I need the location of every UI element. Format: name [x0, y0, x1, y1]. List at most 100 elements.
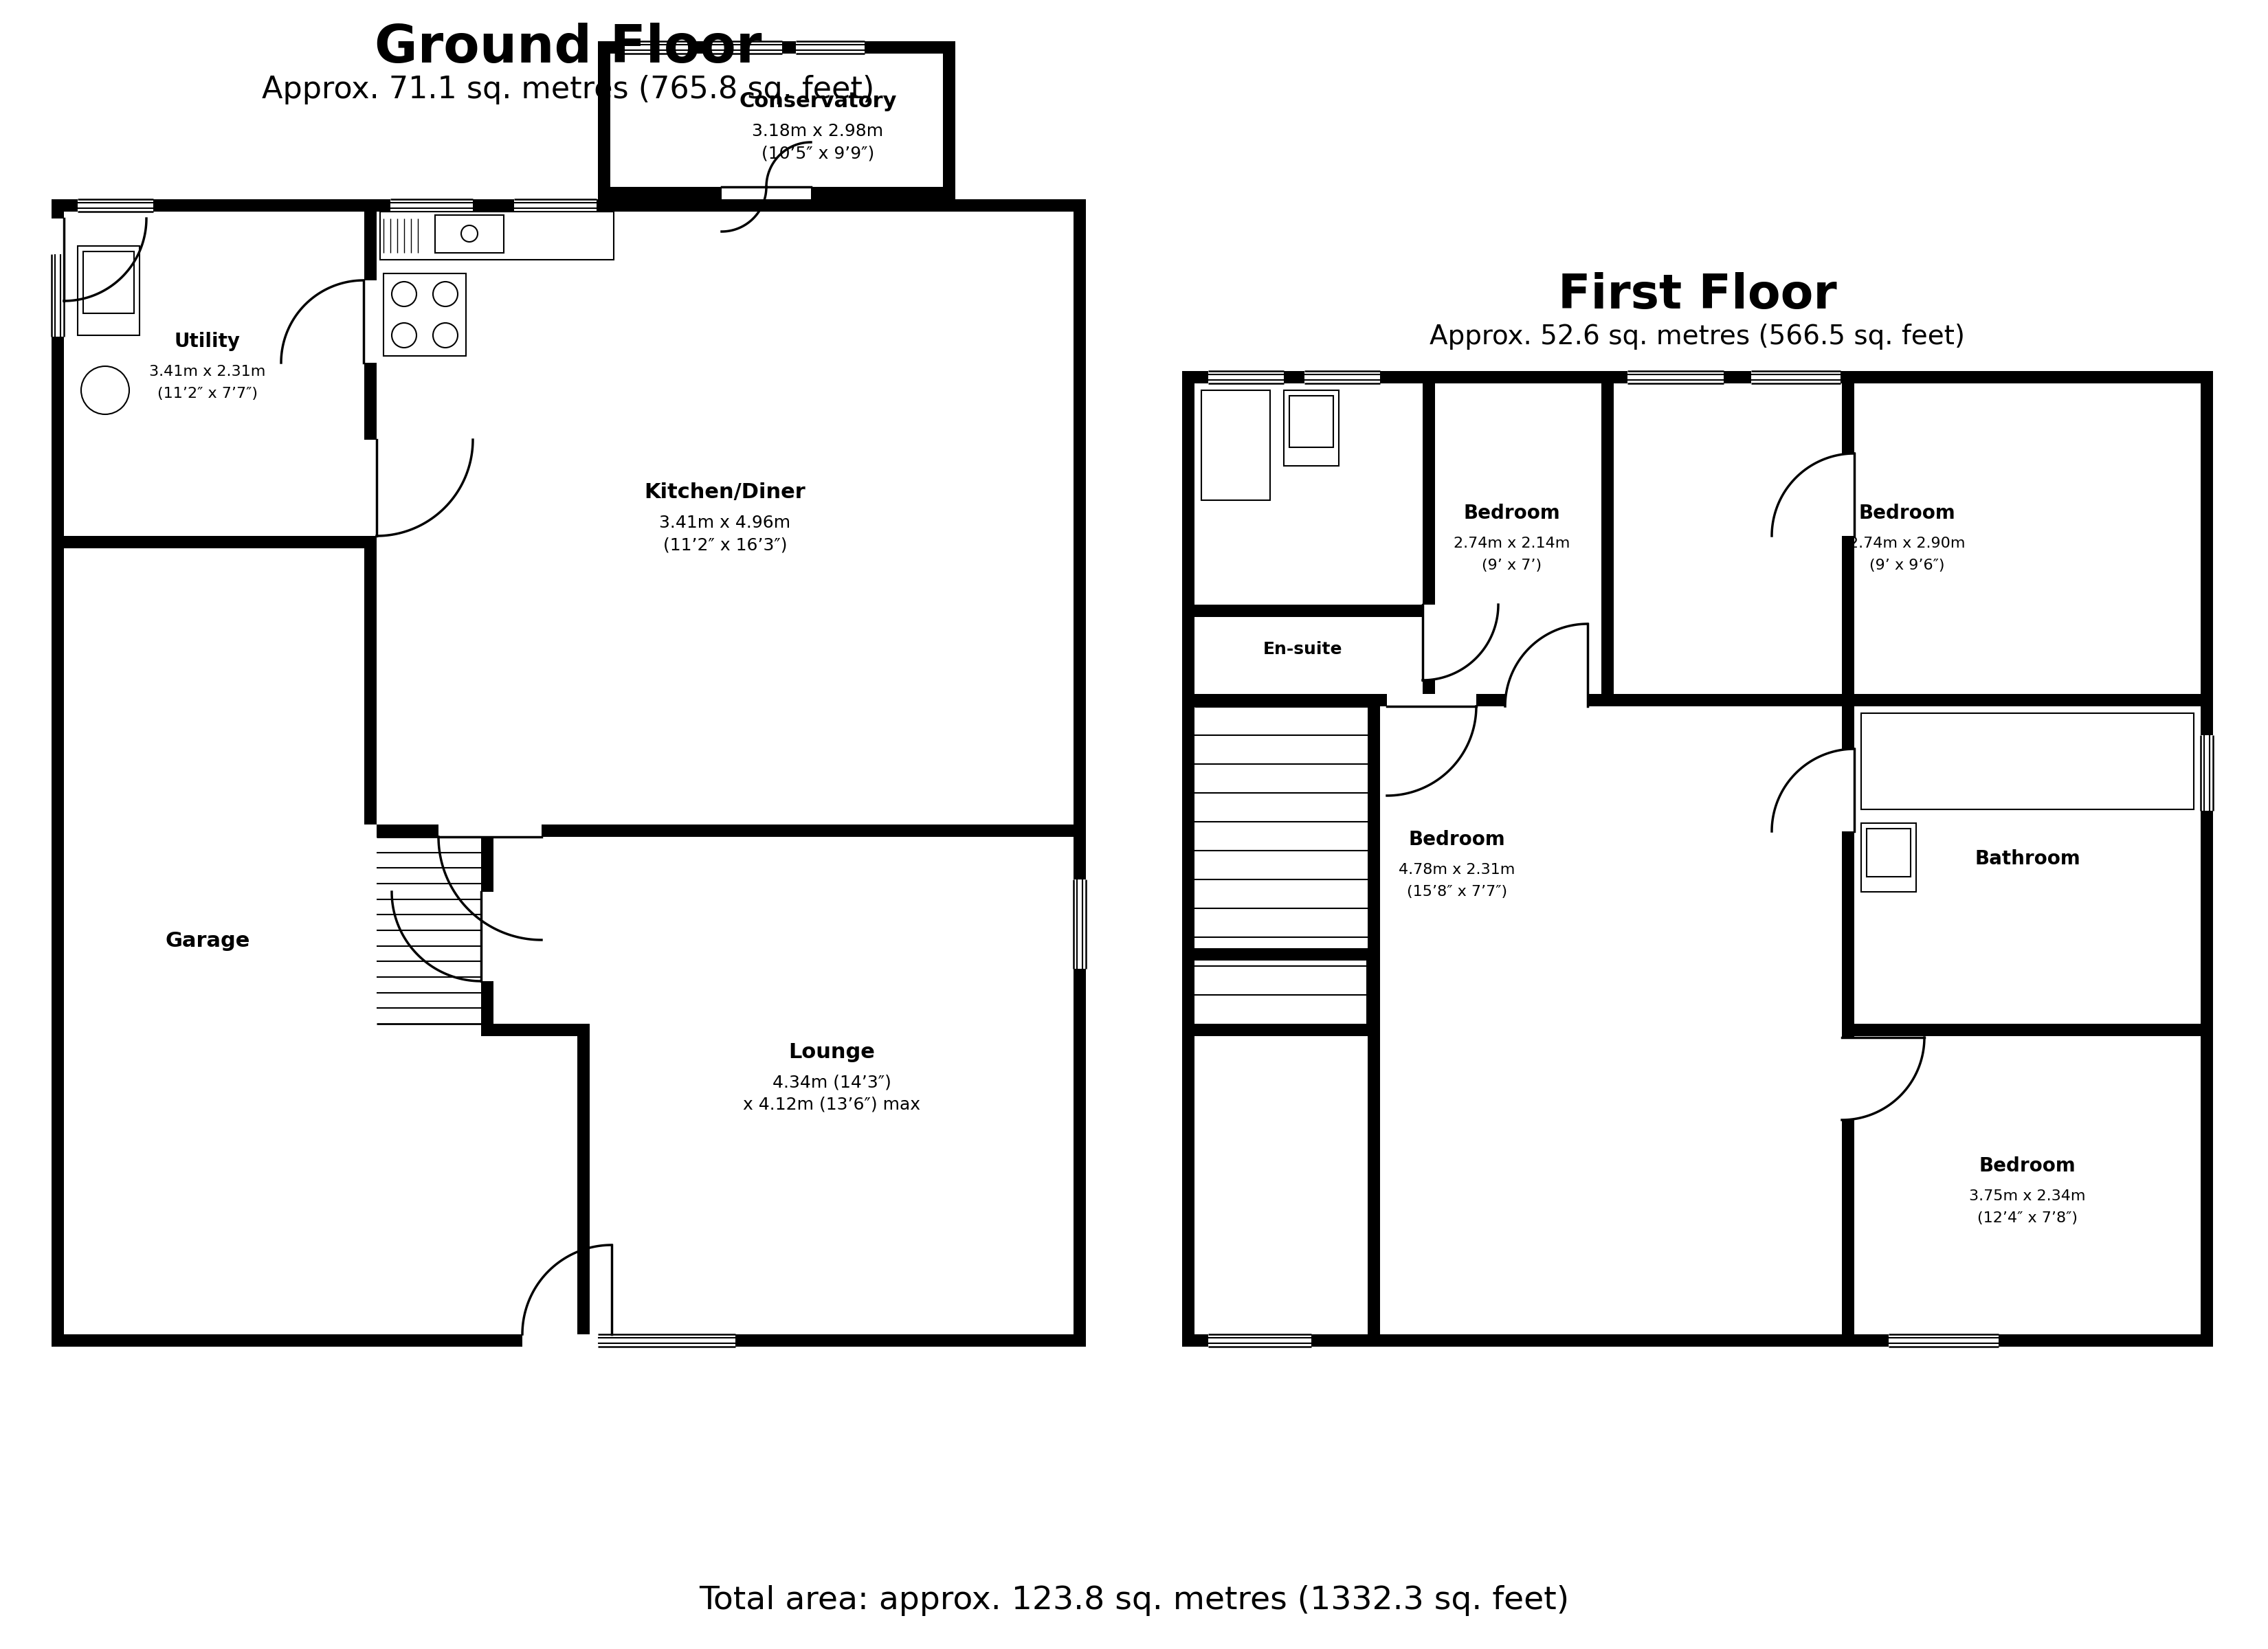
Bar — [1506, 694, 1588, 706]
Text: (10’5″ x 9’9″): (10’5″ x 9’9″) — [762, 145, 873, 162]
Bar — [1209, 1334, 1311, 1347]
Bar — [542, 824, 1073, 836]
Bar — [1182, 371, 2214, 1347]
Text: 4.34m (14’3″): 4.34m (14’3″) — [771, 1075, 891, 1092]
Text: 2.74m x 2.14m: 2.74m x 2.14m — [1454, 536, 1569, 551]
Text: Bedroom: Bedroom — [1860, 503, 1955, 523]
Bar — [1842, 453, 1855, 536]
Bar — [383, 274, 465, 356]
Text: (9’ x 9’6″): (9’ x 9’6″) — [1869, 559, 1946, 572]
Bar — [381, 211, 615, 259]
Bar — [2200, 371, 2214, 1347]
Bar — [1388, 694, 1476, 706]
Bar — [1862, 823, 1916, 892]
Bar — [522, 1334, 612, 1347]
Text: (12’4″ x 7’8″): (12’4″ x 7’8″) — [1978, 1212, 2077, 1225]
Bar — [1073, 879, 1086, 968]
Bar — [617, 41, 692, 53]
Text: 3.41m x 2.31m: 3.41m x 2.31m — [150, 364, 265, 379]
Bar — [84, 251, 134, 313]
Bar — [1855, 1024, 2200, 1036]
Text: 2.74m x 2.90m: 2.74m x 2.90m — [1848, 536, 1966, 551]
Bar — [52, 536, 376, 547]
Bar — [363, 280, 376, 363]
Bar — [438, 824, 542, 836]
Bar — [599, 41, 955, 53]
Bar — [1751, 371, 1842, 383]
Bar — [599, 41, 955, 200]
Bar — [481, 981, 494, 1024]
Bar — [1422, 605, 1436, 679]
Bar — [365, 536, 376, 824]
Text: Approx. 52.6 sq. metres (566.5 sq. feet): Approx. 52.6 sq. metres (566.5 sq. feet) — [1429, 323, 1966, 350]
Bar — [708, 41, 782, 53]
Text: Bedroom: Bedroom — [1463, 503, 1560, 523]
Bar — [1209, 371, 1284, 383]
Bar — [1365, 948, 1379, 1024]
Bar — [52, 200, 1086, 211]
Text: Ground Floor: Ground Floor — [374, 23, 762, 74]
Text: Bedroom: Bedroom — [1408, 829, 1506, 849]
Text: Bedroom: Bedroom — [1980, 1156, 2075, 1176]
Bar — [52, 254, 64, 336]
Text: Total area: approx. 123.8 sq. metres (1332.3 sq. feet): Total area: approx. 123.8 sq. metres (13… — [699, 1585, 1569, 1616]
Text: Kitchen/Diner: Kitchen/Diner — [644, 483, 805, 503]
Bar — [578, 1024, 590, 1347]
Text: Approx. 71.1 sq. metres (765.8 sq. feet): Approx. 71.1 sq. metres (765.8 sq. feet) — [263, 74, 875, 104]
Text: 3.41m x 4.96m: 3.41m x 4.96m — [660, 514, 792, 531]
Bar — [1601, 371, 1615, 694]
Text: Bathroom: Bathroom — [1975, 849, 2080, 869]
Text: (15’8″ x 7’7″): (15’8″ x 7’7″) — [1406, 886, 1508, 899]
Bar — [52, 200, 1086, 1347]
Bar — [1195, 694, 1368, 706]
Bar — [1867, 828, 1910, 877]
Bar — [376, 824, 438, 836]
Bar — [599, 1334, 735, 1347]
Bar — [481, 1024, 578, 1036]
Bar — [1422, 371, 1436, 694]
Bar — [1202, 391, 1270, 500]
Text: Utility: Utility — [175, 331, 240, 351]
Bar — [481, 892, 494, 981]
Bar — [1073, 200, 1086, 1347]
Text: Garage: Garage — [166, 932, 249, 951]
Bar — [1862, 712, 2193, 810]
Bar — [599, 186, 721, 200]
Bar — [1628, 371, 1724, 383]
Bar — [1182, 371, 1195, 1347]
Text: (11’2″ x 16’3″): (11’2″ x 16’3″) — [662, 536, 787, 552]
Bar — [1368, 694, 1379, 1347]
Bar — [1855, 694, 2200, 706]
Text: Conservatory: Conservatory — [739, 91, 896, 110]
Bar — [943, 41, 955, 200]
Bar — [77, 246, 141, 335]
Bar — [599, 41, 610, 200]
Text: Lounge: Lounge — [789, 1042, 875, 1062]
Bar — [1842, 371, 1855, 1347]
Bar — [481, 836, 494, 892]
Text: x 4.12m (13’6″) max: x 4.12m (13’6″) max — [744, 1097, 921, 1113]
Bar — [1195, 605, 1422, 617]
Bar — [2200, 735, 2214, 811]
Bar — [1379, 694, 1842, 706]
Bar — [1842, 1037, 1855, 1120]
Bar — [1288, 396, 1334, 447]
Bar — [1842, 749, 1855, 831]
Bar — [52, 218, 64, 300]
Bar — [52, 1334, 1086, 1347]
Bar — [1195, 948, 1365, 960]
Bar — [1182, 371, 2214, 383]
Bar — [1889, 1334, 1998, 1347]
Bar — [390, 200, 472, 211]
Text: 4.78m x 2.31m: 4.78m x 2.31m — [1399, 862, 1515, 877]
Text: En-suite: En-suite — [1263, 641, 1343, 658]
Bar — [796, 41, 864, 53]
Bar — [1304, 371, 1379, 383]
Bar — [1195, 1024, 1368, 1036]
Text: (9’ x 7’): (9’ x 7’) — [1481, 559, 1542, 572]
Bar — [435, 214, 503, 252]
Bar — [365, 200, 376, 440]
Bar — [515, 200, 596, 211]
Bar — [812, 186, 955, 200]
Text: 3.75m x 2.34m: 3.75m x 2.34m — [1969, 1189, 2087, 1204]
